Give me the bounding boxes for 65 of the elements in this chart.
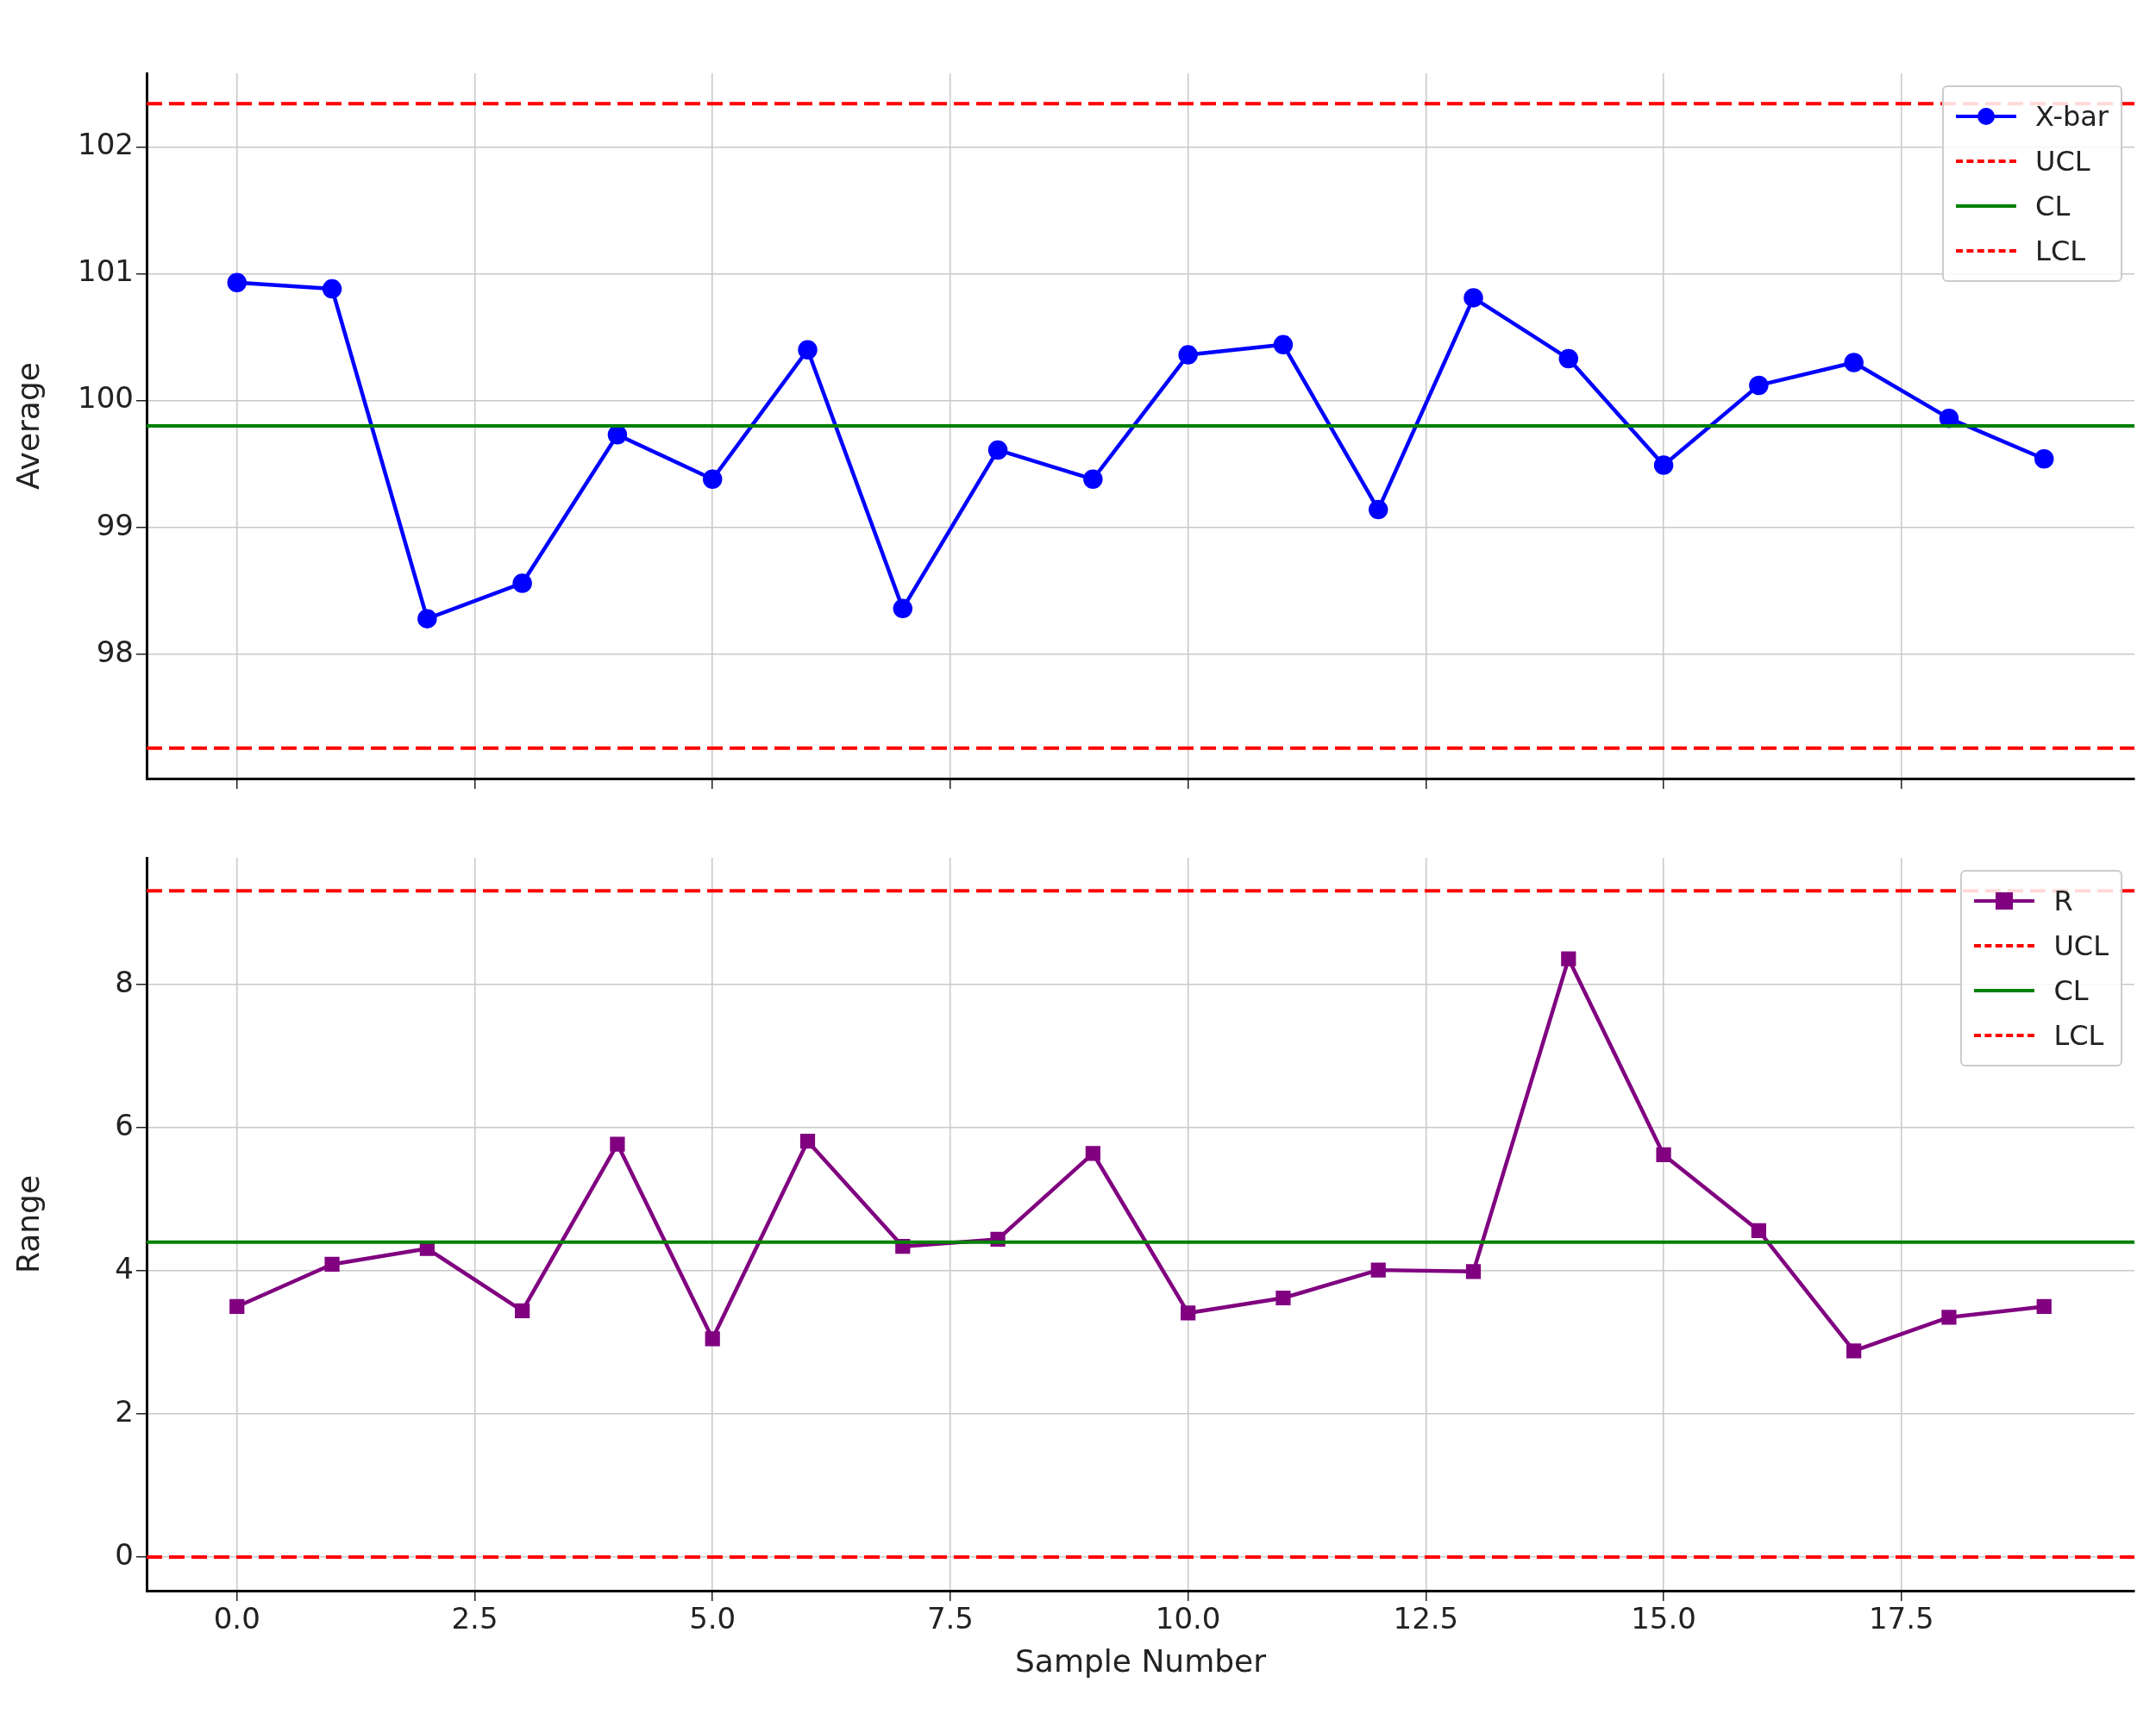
y-axis-title: Average <box>9 362 46 490</box>
point <box>1656 1147 1671 1163</box>
y-tick-label: 2 <box>115 1393 134 1429</box>
point <box>2034 449 2054 469</box>
point <box>512 573 532 593</box>
point <box>1465 1264 1482 1279</box>
x-tick-label: 2.5 <box>451 1601 498 1636</box>
point <box>1370 1262 1386 1278</box>
x-tick-label: 10.0 <box>1155 1601 1221 1636</box>
x-tick-label: 5.0 <box>689 1601 736 1636</box>
y-tick-label: 4 <box>115 1250 134 1285</box>
legend-label: R <box>2053 885 2073 917</box>
legend-label: LCL <box>2035 235 2086 267</box>
point <box>417 609 437 629</box>
point <box>229 1298 245 1315</box>
x-tick-label: 12.5 <box>1393 1601 1459 1636</box>
point <box>322 278 342 299</box>
y-axis-title: Range <box>9 1174 46 1274</box>
point <box>798 340 818 360</box>
point <box>1178 345 1198 365</box>
point <box>1181 1305 1196 1321</box>
x-tick-label: 17.5 <box>1868 1601 1934 1636</box>
point <box>324 1256 340 1273</box>
y-tick-label: 8 <box>115 964 134 999</box>
point <box>227 272 248 292</box>
point <box>1463 288 1483 308</box>
y-tick-label: 0 <box>115 1536 134 1572</box>
y-tick-label: 100 <box>78 380 134 416</box>
point <box>799 1134 816 1149</box>
y-tick-label: 99 <box>96 507 134 542</box>
point <box>1368 499 1388 520</box>
point <box>1653 455 1674 475</box>
point <box>1275 1290 1291 1306</box>
x-axis-title: Sample Number <box>1014 1642 1267 1679</box>
x-tick-label: 0.0 <box>213 1601 260 1636</box>
legend-label: X-bar <box>2035 100 2109 133</box>
point <box>2036 1298 2052 1315</box>
y-tick-label: 101 <box>78 253 134 289</box>
point <box>893 598 913 619</box>
point <box>705 1331 720 1347</box>
point <box>610 1136 625 1152</box>
y-tick-label: 98 <box>96 634 134 669</box>
point <box>702 469 723 490</box>
point <box>1749 375 1769 396</box>
y-tick-label: 6 <box>115 1107 134 1142</box>
point <box>1083 469 1103 490</box>
point <box>1561 951 1576 966</box>
point <box>1844 353 1864 372</box>
y-tick-label: 102 <box>78 127 134 162</box>
legend-label: CL <box>2053 974 2089 1007</box>
point <box>1273 335 1294 355</box>
legend-label: UCL <box>2053 929 2109 962</box>
point <box>1941 1310 1957 1325</box>
x-tick-label: 15.0 <box>1631 1601 1696 1636</box>
point <box>987 440 1008 460</box>
x-tick-label: 7.5 <box>926 1601 974 1636</box>
point <box>607 425 628 445</box>
point <box>1751 1223 1766 1239</box>
point <box>515 1303 530 1319</box>
point <box>1085 1146 1100 1161</box>
point <box>1558 348 1579 369</box>
point <box>1846 1343 1862 1359</box>
legend-label: UCL <box>2035 145 2090 178</box>
legend-label: CL <box>2035 190 2071 222</box>
legend-label: LCL <box>2053 1019 2104 1052</box>
